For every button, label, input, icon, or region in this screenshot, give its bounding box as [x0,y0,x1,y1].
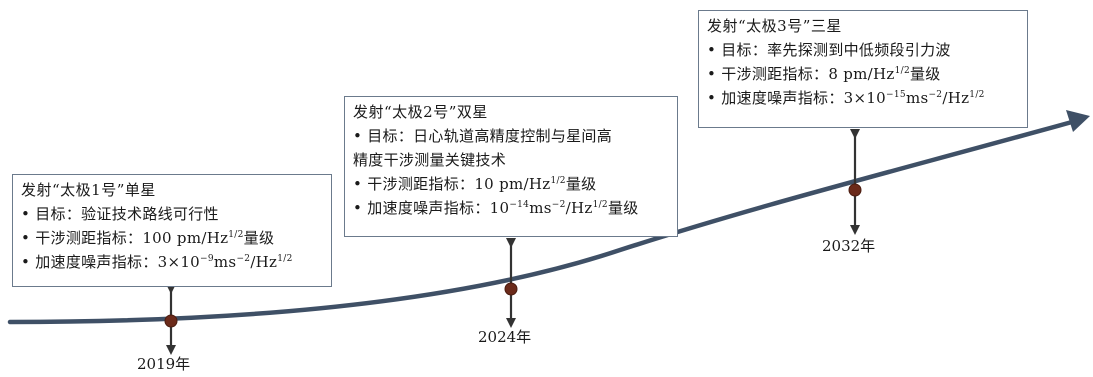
milestone-2024-marker [504,282,518,296]
timeline-curve [7,119,1075,325]
milestone-2024-connector [504,238,518,328]
superscript: 1/2 [277,254,293,264]
year-label-2032: 2032年 [822,237,876,255]
year-label-2024: 2024年 [478,328,532,346]
milestone-2032-box: 发射“太极3号”三星 目标：率先探测到中低频段引力波 干涉测距指标：8 pm/H… [698,10,1028,128]
year-label-2019: 2019年 [137,355,191,373]
milestone-item: 干涉测距指标：100 pm/Hz1/2量级 [21,226,325,250]
milestone-item-continuation: 精度干涉测量关键技术 [353,151,507,169]
superscript: 1/2 [894,66,910,76]
milestone-2024-box: 发射“太极2号”双星 目标：日心轨道高精度控制与星间高 精度干涉测量关键技术 干… [344,96,678,237]
superscript: 1/2 [550,176,566,186]
milestone-item: 加速度噪声指标：10−14ms−2/Hz1/2量级 [353,196,671,220]
superscript: −14 [509,200,530,210]
milestone-2019-marker [164,314,178,328]
superscript: −15 [886,90,906,100]
milestone-2019-connector [164,284,178,355]
milestone-title: 发射“太极1号”单星 [21,181,156,199]
superscript: −2 [236,254,251,264]
superscript: −2 [928,90,943,100]
milestone-2032-marker [848,183,862,197]
timeline-arrowhead [1066,110,1090,132]
milestone-title: 发射“太极2号”双星 [353,103,488,121]
superscript: 1/2 [228,230,244,240]
milestone-item: 目标：日心轨道高精度控制与星间高 [353,124,671,148]
milestone-2032-connector [848,129,862,235]
superscript: −9 [200,254,214,264]
milestone-item: 目标：验证技术路线可行性 [21,202,325,226]
superscript: 1/2 [592,200,608,210]
milestone-item: 目标：率先探测到中低频段引力波 [707,38,1021,62]
superscript: 1/2 [969,90,985,100]
milestone-title: 发射“太极3号”三星 [707,17,842,35]
superscript: −2 [551,200,566,210]
milestone-2019-box: 发射“太极1号”单星 目标：验证技术路线可行性 干涉测距指标：100 pm/Hz… [12,174,332,287]
milestone-item: 干涉测距指标：10 pm/Hz1/2量级 [353,172,671,196]
milestone-item: 干涉测距指标：8 pm/Hz1/2量级 [707,62,1021,86]
milestone-item: 加速度噪声指标：3×10−15ms−2/Hz1/2 [707,86,1021,110]
milestone-item: 加速度噪声指标：3×10−9ms−2/Hz1/2 [21,250,325,274]
